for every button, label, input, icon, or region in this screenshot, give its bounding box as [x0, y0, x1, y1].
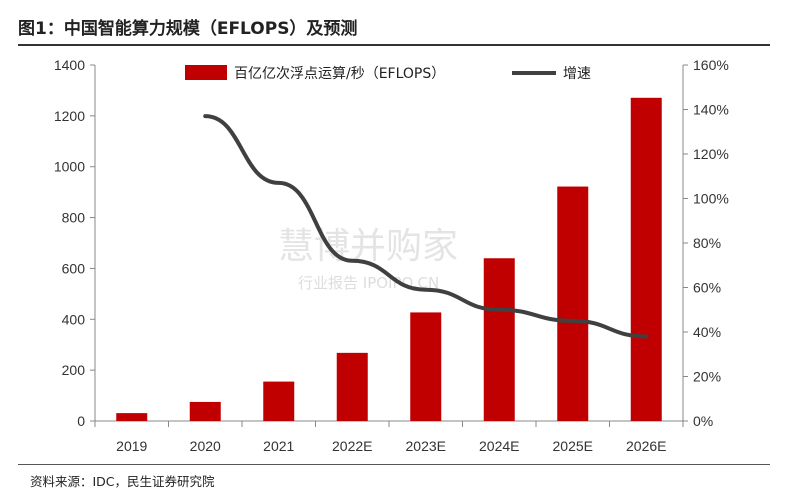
- left-tick-label: 200: [62, 362, 86, 378]
- bottom-rule: [18, 464, 770, 465]
- source-note: 资料来源：IDC，民生证券研究院: [30, 474, 215, 489]
- legend-swatch-bar: [185, 65, 227, 80]
- right-tick-label: 100%: [693, 191, 729, 207]
- watermark-sub: 行业报告 IPOIPO.CN: [298, 274, 439, 292]
- x-tick-label: 2023E: [406, 438, 446, 454]
- legend-label-bar: 百亿亿次浮点运算/秒（EFLOPS）: [234, 66, 445, 82]
- left-tick-label: 400: [62, 311, 86, 327]
- title-rule: [18, 44, 770, 46]
- bar-2025E: [557, 186, 589, 421]
- left-tick-label: 1000: [54, 159, 85, 175]
- bar-2023E: [410, 312, 442, 421]
- left-tick-label: 600: [62, 260, 86, 276]
- left-tick-label: 0: [77, 413, 85, 429]
- bar-2026E: [630, 97, 662, 421]
- legend: 百亿亿次浮点运算/秒（EFLOPS） 增速: [185, 65, 591, 82]
- watermark: 慧博并购家 行业报告 IPOIPO.CN: [278, 226, 458, 292]
- bar-2024E: [483, 258, 515, 421]
- bar-2019: [116, 413, 148, 421]
- figure-title: 图1：中国智能算力规模（EFLOPS）及预测: [18, 19, 358, 39]
- growth-line-path: [203, 114, 649, 339]
- bars: [116, 97, 662, 421]
- x-tick-label: 2021: [263, 438, 294, 454]
- right-tick-label: 60%: [693, 280, 721, 296]
- bar-2020: [189, 401, 221, 421]
- legend-label-line: 增速: [563, 66, 591, 82]
- x-tick-label: 2025E: [553, 438, 593, 454]
- watermark-main: 慧博并购家: [278, 226, 458, 267]
- x-tick-label: 2024E: [479, 438, 519, 454]
- left-tick-label: 1400: [54, 57, 85, 73]
- x-tick-label: 2026E: [626, 438, 666, 454]
- growth-line: [203, 114, 649, 339]
- right-tick-label: 40%: [693, 324, 721, 340]
- right-tick-label: 20%: [693, 369, 721, 385]
- left-tick-label: 800: [62, 210, 86, 226]
- x-tick-label: 2020: [190, 438, 221, 454]
- x-tick-label: 2019: [116, 438, 147, 454]
- right-tick-label: 160%: [693, 57, 729, 73]
- bar-2021: [263, 381, 295, 421]
- axes: 0 200 400 600 800 1000 1200 1400 0% 20% 40% 60% 80% 1…: [54, 57, 729, 454]
- x-tick-label: 2022E: [332, 438, 372, 454]
- right-tick-label: 0%: [693, 413, 713, 429]
- right-tick-label: 120%: [693, 146, 729, 162]
- right-tick-label: 80%: [693, 235, 721, 251]
- left-tick-label: 1200: [54, 108, 85, 124]
- right-tick-label: 140%: [693, 102, 729, 118]
- bar-2022E: [336, 352, 368, 421]
